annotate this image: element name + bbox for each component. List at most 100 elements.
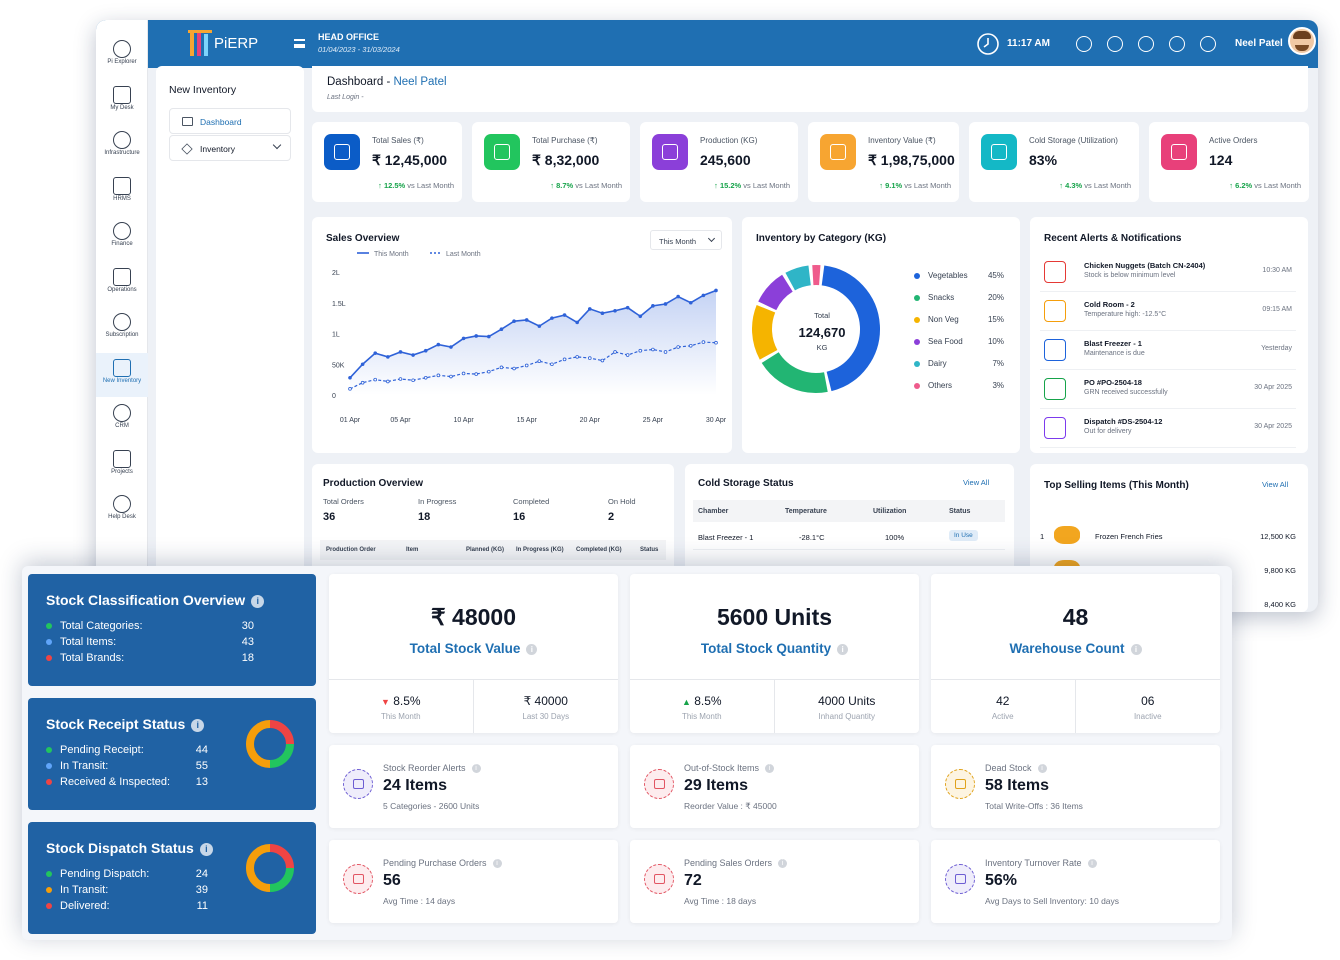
inventory-icon bbox=[181, 143, 193, 155]
menu-inventory[interactable]: Inventory bbox=[169, 135, 291, 161]
info-icon[interactable]: i bbox=[492, 859, 502, 868]
avatar[interactable] bbox=[1288, 27, 1316, 55]
info-icon[interactable]: i bbox=[199, 843, 213, 856]
sidebar-item-crm[interactable]: CRM bbox=[96, 398, 148, 442]
period-select[interactable]: This Month bbox=[650, 230, 722, 250]
sidebar-item-help-desk[interactable]: Help Desk bbox=[96, 489, 148, 533]
series-line-this-month bbox=[349, 289, 717, 379]
sidebar-item-subscription[interactable]: Subscription bbox=[96, 307, 148, 351]
summary-card[interactable]: 48 Warehouse Count i 42 Active 06 Inactive bbox=[931, 574, 1220, 733]
gear-icon[interactable] bbox=[1200, 36, 1216, 52]
donut-slice-dairy[interactable] bbox=[785, 265, 812, 291]
legend-this-month: This Month bbox=[374, 251, 409, 258]
module-panel: New Inventory Dashboard Inventory bbox=[156, 66, 304, 612]
top-selling-view-all[interactable]: View All bbox=[1262, 480, 1289, 489]
status-dot bbox=[46, 623, 52, 630]
alert-item[interactable]: Blast Freezer - 1 Maintenance is due Yeste… bbox=[1040, 331, 1296, 370]
kpi-card[interactable]: Total Purchase (₹) ₹ 8,32,000 ↑ 8.7% vs La… bbox=[472, 122, 630, 202]
kpi-change-suffix: vs Last Month bbox=[405, 181, 454, 190]
metric-card[interactable]: Pending Sales Orders i 72 Avg Time : 18 day… bbox=[630, 840, 919, 923]
sidebar-item-operations[interactable]: Operations bbox=[96, 262, 148, 306]
kpi-card[interactable]: Total Sales (₹) ₹ 12,45,000 ↑ 12.5% vs Las… bbox=[312, 122, 462, 202]
data-point bbox=[663, 350, 668, 354]
donut-slice-non-veg[interactable] bbox=[752, 305, 778, 360]
alert-time: Yesterday bbox=[1261, 345, 1292, 352]
kpi-value: 83% bbox=[1029, 152, 1058, 168]
user-name[interactable]: Neel Patel bbox=[1235, 38, 1283, 49]
legend-item: Non Veg 15% bbox=[914, 315, 1004, 324]
stat-label: Inhand Quantity bbox=[818, 712, 875, 721]
stock-classification-title: Stock Classification Overview i bbox=[46, 592, 265, 608]
summary-value: 5600 Units bbox=[716, 604, 833, 630]
bell-icon[interactable] bbox=[1169, 36, 1185, 52]
stat-row: In Transit: 39 bbox=[46, 884, 208, 896]
summary-card[interactable]: 5600 Units Total Stock Quantity i ▲ 8.5% Thi… bbox=[630, 574, 919, 733]
data-point bbox=[512, 366, 516, 371]
list-item[interactable]: 1 Frozen French Fries 12,500 KG bbox=[1040, 522, 1296, 550]
metric-card[interactable]: Stock Reorder Alerts i 24 Items 5 Categorie… bbox=[329, 745, 618, 828]
kpi-value: 245,600 bbox=[700, 152, 751, 168]
metric-card[interactable]: Pending Purchase Orders i 56 Avg Time : 14 … bbox=[329, 840, 618, 923]
box-icon bbox=[820, 134, 856, 170]
kpi-card[interactable]: Active Orders 124 ↑ 6.2% vs Last Month bbox=[1149, 122, 1309, 202]
sidebar-item-projects[interactable]: Projects bbox=[96, 444, 148, 488]
alert-item[interactable]: Dispatch #DS-2504-12 Out for delivery 30 A… bbox=[1040, 409, 1296, 448]
sidebar-item-hrms[interactable]: HRMS bbox=[96, 171, 148, 215]
data-point bbox=[562, 357, 567, 362]
alert-desc: GRN received successfully bbox=[1084, 389, 1168, 396]
table-row[interactable]: Blast Freezer - 1 -28.1°C 100% In Use bbox=[693, 524, 1005, 550]
kpi-card[interactable]: Cold Storage (Utilization) 83% ↑ 4.3% vs L… bbox=[969, 122, 1139, 202]
summary-card[interactable]: ₹ 48000 Total Stock Value i ▼ 8.5% This Mont… bbox=[329, 574, 618, 733]
metric-card[interactable]: Out-of-Stock Items i 29 Items Reorder Value… bbox=[630, 745, 919, 828]
kpi-change: ↑ 15.2% vs Last Month bbox=[714, 181, 790, 190]
kpi-card[interactable]: Production (KG) 245,600 ↑ 15.2% vs Last Mo… bbox=[640, 122, 798, 202]
donut-slice-sea-food[interactable] bbox=[758, 274, 794, 311]
info-icon[interactable]: i bbox=[1130, 644, 1142, 655]
data-point bbox=[487, 334, 491, 339]
data-point bbox=[360, 362, 365, 367]
pin-icon[interactable] bbox=[1076, 36, 1092, 52]
kpi-change-suffix: vs Last Month bbox=[741, 181, 790, 190]
eye-icon[interactable] bbox=[1107, 36, 1123, 52]
data-point bbox=[461, 371, 466, 376]
list-item[interactable]: 8,400 KG bbox=[1040, 590, 1296, 612]
metric-card[interactable]: Dead Stock i 58 Items Total Write-Offs : 36… bbox=[931, 745, 1220, 828]
legend-dot bbox=[914, 316, 920, 323]
stat-row: Total Items: 43 bbox=[46, 636, 254, 648]
sidebar-item-infrastructure[interactable]: Infrastructure bbox=[96, 125, 148, 169]
kpi-card[interactable]: Inventory Value (₹) ₹ 1,98,75,000 ↑ 9.1% v… bbox=[808, 122, 959, 202]
alert-item[interactable]: PO #PO-2504-18 GRN received successfully 3… bbox=[1040, 370, 1296, 409]
info-icon[interactable]: i bbox=[765, 764, 775, 773]
info-icon[interactable]: i bbox=[1037, 764, 1047, 773]
sidebar-item-my-desk[interactable]: My Desk bbox=[96, 80, 148, 124]
sidebar-item-new-inventory[interactable]: New Inventory bbox=[96, 352, 148, 397]
metric-card[interactable]: Inventory Turnover Rate i 56% Avg Days to S… bbox=[931, 840, 1220, 923]
menu-icon[interactable] bbox=[294, 39, 305, 48]
metric-label-text: Stock Reorder Alerts bbox=[383, 763, 466, 773]
production-stat-value: 16 bbox=[513, 511, 526, 523]
info-icon[interactable]: i bbox=[778, 859, 788, 868]
product-qty: 12,500 KG bbox=[1260, 532, 1296, 541]
menu-dashboard[interactable]: Dashboard bbox=[169, 108, 291, 134]
cold-storage-view-all[interactable]: View All bbox=[963, 478, 990, 487]
product-name: Frozen French Fries bbox=[1095, 532, 1163, 541]
info-icon[interactable]: i bbox=[471, 764, 481, 773]
sidebar-item-pi-explorer[interactable]: Pi Explorer bbox=[96, 34, 148, 78]
alert-item[interactable]: Cold Room - 2 Temperature high: -12.5°C 09… bbox=[1040, 292, 1296, 331]
expand-icon[interactable] bbox=[1138, 36, 1154, 52]
sidebar-item-finance[interactable]: Finance bbox=[96, 216, 148, 260]
donut-slice-vegetables[interactable] bbox=[821, 265, 880, 392]
alert-item[interactable]: Chicken Nuggets (Batch CN-2404) Stock is … bbox=[1040, 253, 1296, 292]
donut-slice-snacks[interactable] bbox=[761, 351, 828, 393]
info-icon[interactable]: i bbox=[837, 644, 849, 655]
data-point bbox=[613, 308, 617, 313]
data-point bbox=[411, 378, 415, 383]
info-icon[interactable]: i bbox=[191, 719, 205, 732]
top-selling-title: Top Selling Items (This Month) bbox=[1044, 480, 1189, 491]
info-icon[interactable]: i bbox=[251, 595, 265, 608]
column-header: Planned (KG) bbox=[466, 547, 505, 553]
info-icon[interactable]: i bbox=[526, 644, 538, 655]
legend-dot bbox=[914, 360, 920, 367]
info-icon[interactable]: i bbox=[1087, 859, 1097, 868]
metric-value: 56% bbox=[985, 872, 1018, 889]
